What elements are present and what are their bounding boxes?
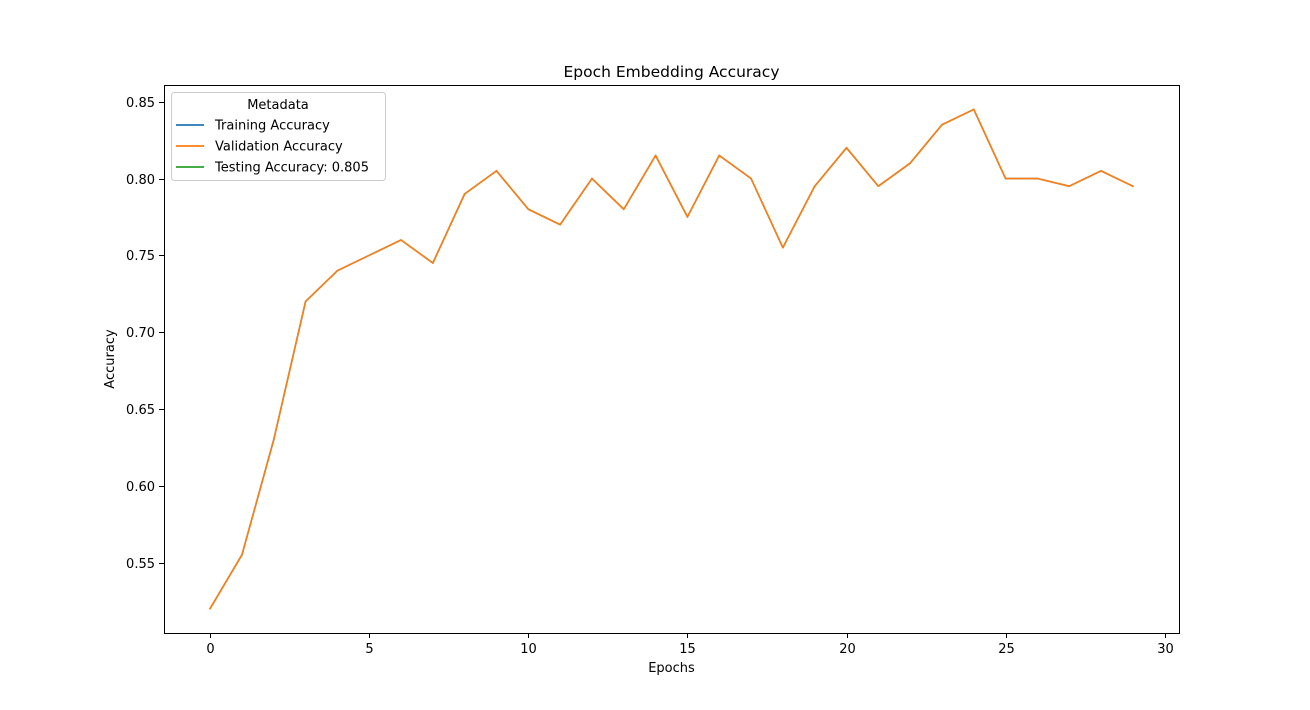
x-tick-label: 30 [1157,642,1174,657]
data-point [495,170,498,172]
y-tick-label: 0.65 [126,403,155,418]
data-point [527,208,530,211]
data-point [209,607,211,610]
series-line [209,108,1134,610]
data-point [400,239,402,241]
data-point [272,438,275,441]
legend-entry: Validation Accuracy [176,140,343,155]
data-point [368,254,371,257]
data-point [813,185,816,188]
x-tick-label: 20 [839,642,856,657]
legend-label: Training Accuracy [214,119,330,134]
y-tick-label: 0.70 [126,326,155,341]
data-point [654,154,657,157]
data-point [463,193,466,195]
x-tick-label: 0 [206,642,214,657]
y-tick-label: 0.85 [126,96,155,111]
data-point [877,185,880,188]
y-axis-title: Accuracy [103,329,118,389]
x-axis-title: Epochs [648,661,695,676]
data-point [1132,185,1134,188]
y-tick-label: 0.75 [126,249,155,264]
y-tick-label: 0.80 [126,173,155,188]
data-point [559,223,561,226]
x-tick-label: 25 [998,642,1015,657]
legend: Metadata Training Accuracy Validation Acc… [171,92,386,181]
y-axis-ticks: 0.55 0.60 0.65 0.70 0.75 0.80 0.85 [126,96,164,572]
data-point [1036,177,1039,180]
x-tick-label: 5 [365,642,373,657]
data-point [686,216,689,218]
legend-label: Testing Accuracy: 0.805 [214,161,369,176]
series-0 [209,108,1134,610]
legend-title: Metadata [247,98,309,113]
plot-series [209,108,1134,610]
legend-label: Validation Accuracy [215,140,343,155]
data-point [336,269,339,272]
series-1 [209,108,1134,610]
y-tick-label: 0.55 [126,557,155,572]
data-point [622,208,625,211]
data-point [909,162,911,164]
data-point [972,108,975,111]
x-tick-label: 15 [679,642,696,657]
data-point [1100,170,1102,172]
legend-entry: Testing Accuracy: 0.805 [176,161,369,176]
data-point [304,300,307,303]
data-point [782,246,784,249]
data-point [1004,177,1007,180]
x-axis-ticks: 0 5 10 15 20 25 30 [206,633,1174,657]
data-point [1068,185,1071,188]
data-point [591,177,593,180]
x-tick-label: 10 [520,642,537,657]
legend-entries: Training Accuracy Validation Accuracy Test… [176,119,369,176]
data-point [750,177,752,180]
axes-frame [164,85,1180,634]
data-point [941,123,943,126]
chart-title: Epoch Embedding Accuracy [564,63,780,81]
series-line [209,108,1134,610]
y-tick-label: 0.60 [126,480,155,495]
data-point [718,154,721,157]
data-point [241,554,243,556]
data-point [845,147,848,149]
data-point [432,262,434,264]
legend-entry: Training Accuracy [176,119,330,134]
legend-box [171,92,386,181]
